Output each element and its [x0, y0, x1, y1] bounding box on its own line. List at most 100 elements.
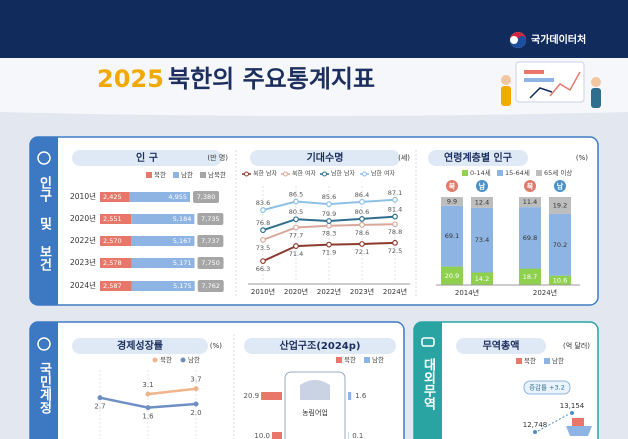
value-label: 9.9: [447, 197, 457, 205]
section-icon: [37, 151, 51, 165]
bar: [131, 236, 195, 246]
chart-header-pill: [72, 150, 222, 166]
chart-header-pill: [428, 150, 528, 166]
point: [359, 198, 365, 205]
category-label: 2023년: [70, 257, 96, 267]
value-label: 20.9: [445, 272, 459, 280]
trend-arrow: [537, 413, 570, 432]
total-label: 7,762: [201, 282, 220, 290]
legend-label: 남한: [181, 170, 193, 179]
value-label: 12,748: [523, 421, 548, 429]
value-label: 86.4: [355, 191, 369, 199]
org-name: 국가데이터처: [531, 33, 586, 46]
bar: [348, 392, 352, 400]
value-label: 2,425: [103, 193, 122, 201]
value-label: 80.5: [289, 208, 303, 216]
value-label: 83.6: [256, 199, 270, 207]
x-tick-label: 2022년: [317, 287, 341, 296]
chart-unit: (%): [576, 154, 588, 162]
value-label: 80.6: [355, 208, 369, 216]
point: [193, 401, 199, 407]
value-label: 78.6: [355, 229, 369, 237]
value-label: 0.1: [352, 432, 363, 439]
chart-header-pill: [456, 338, 546, 354]
value-label: 10.0: [254, 432, 270, 439]
bar: [348, 432, 349, 439]
point: [392, 239, 398, 246]
total-box: [193, 191, 220, 203]
point: [326, 241, 332, 248]
bar: [100, 214, 132, 224]
legend-label: 북한 남자: [253, 170, 277, 178]
point: [326, 222, 332, 229]
point: [392, 221, 398, 228]
total-label: 7,735: [201, 215, 220, 223]
value-label: 14.2: [475, 275, 489, 283]
chart-title: 산업구조(2024p): [280, 339, 361, 352]
legend-dot: [244, 171, 249, 177]
total-box: [197, 257, 224, 269]
value-label: 79.9: [322, 210, 336, 218]
stacked-bar: [549, 275, 571, 285]
bar: [129, 192, 191, 202]
legend-label: 0-14세: [470, 168, 491, 177]
value-label: 20.9: [244, 392, 260, 400]
value-label: 18.7: [523, 273, 537, 281]
category-label: 2024년: [70, 280, 96, 290]
section-tab: [30, 322, 58, 439]
value-label: 76.8: [256, 219, 270, 227]
point: [326, 218, 332, 224]
total-label: 7,750: [201, 259, 220, 267]
series-line: [147, 387, 197, 396]
title-main: 북한의 주요통계지표: [168, 65, 375, 93]
point: [293, 216, 299, 223]
value-label: 1.6: [142, 413, 154, 421]
point: [293, 224, 299, 231]
legend-label: 남한: [552, 356, 564, 365]
point: [293, 243, 299, 249]
value-label: 69.1: [445, 232, 459, 240]
value-label: 73.5: [256, 244, 270, 252]
point: [359, 241, 365, 247]
legend-swatch: [536, 170, 542, 176]
legend-dot: [180, 357, 186, 363]
value-label: 70.2: [553, 241, 567, 249]
x-tick-label: 2020년: [284, 287, 308, 296]
point: [392, 196, 398, 203]
bar: [261, 392, 282, 400]
annotation-pill: [523, 380, 571, 395]
point: [359, 216, 365, 222]
chart-unit: (만 명): [207, 153, 228, 162]
point: [260, 207, 266, 213]
legend-label: 북한: [344, 356, 356, 364]
value-label: 72.1: [355, 248, 369, 256]
bar: [131, 214, 195, 224]
bar: [131, 281, 195, 291]
row-label: 농림어업: [302, 408, 328, 417]
chart-header-pill: [72, 338, 208, 354]
chart-title: 경제성장률: [117, 339, 163, 352]
chart-unit: (세): [398, 153, 410, 162]
value-label: 5,171: [173, 259, 192, 267]
value-label: 2,551: [103, 215, 122, 223]
bar: [100, 258, 132, 268]
badge: [476, 180, 488, 192]
section-icon: [37, 337, 51, 351]
group-label: 2014년: [455, 288, 479, 297]
badge: [524, 180, 536, 192]
value-label: 2,570: [103, 237, 122, 245]
illustration: [501, 61, 601, 108]
ship-icon: [566, 418, 592, 436]
value-label: 71.4: [289, 250, 303, 258]
value-label: 5,175: [173, 282, 192, 290]
legend-label: 북한: [524, 357, 536, 365]
annotation: 증감률 +3.2: [529, 384, 565, 392]
point: [260, 236, 266, 243]
value-label: 72.5: [388, 247, 402, 255]
value-label: 77.7: [289, 231, 303, 239]
bar: [100, 236, 132, 246]
bar: [100, 192, 130, 202]
point: [533, 430, 537, 434]
value-label: 87.1: [388, 189, 402, 197]
